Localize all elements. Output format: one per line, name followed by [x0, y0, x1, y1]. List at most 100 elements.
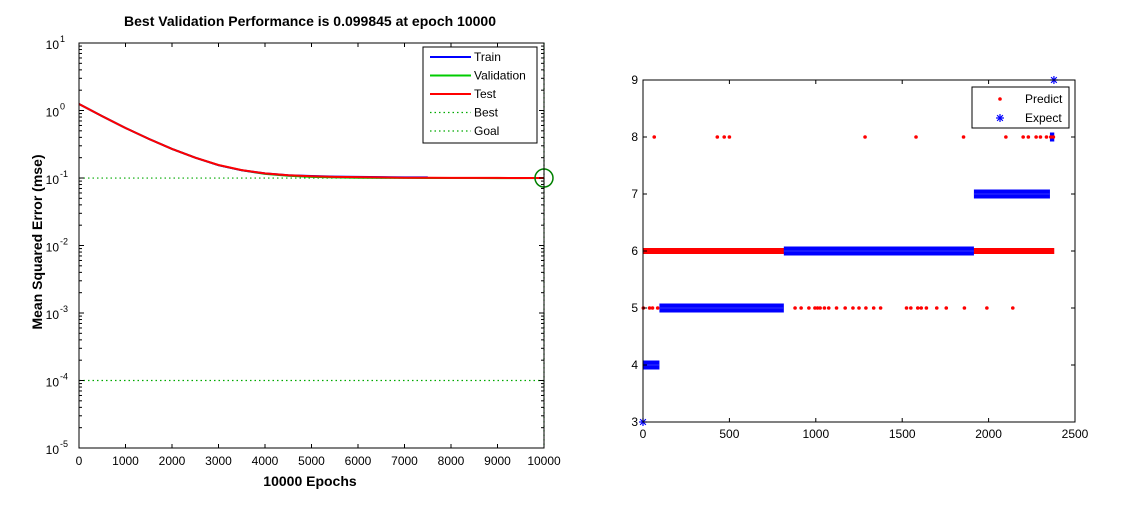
chart2-y-tick-label: 7	[631, 187, 638, 201]
chart1-y-tick-exponent: -1	[60, 169, 68, 179]
chart1-y-tick-exponent: 1	[60, 34, 65, 44]
chart1-legend-label-goal: Goal	[474, 124, 499, 138]
chart2-predict-point	[650, 306, 655, 310]
chart2-y-tick-label: 4	[631, 358, 638, 372]
chart2-y-tick-label: 6	[631, 244, 638, 258]
chart2-predict-point	[914, 135, 918, 139]
chart2-series	[639, 76, 1058, 426]
chart2-predict-point	[652, 135, 657, 139]
performance-chart: Best Validation Performance is 0.099845 …	[29, 13, 561, 489]
chart2-x-ticks: 0 500 1000 1500 2000 2500	[640, 80, 1089, 441]
chart1-y-tick-exponent: -5	[60, 439, 68, 449]
chart1-x-axis-label: 10000 Epochs	[263, 473, 357, 489]
chart1-legend-label-train: Train	[474, 50, 501, 64]
chart2-predict-point	[815, 306, 820, 310]
chart2-legend-swatch-expect	[996, 114, 1004, 122]
chart2-x-tick-label: 500	[719, 427, 739, 441]
chart2-predict-point	[1044, 135, 1049, 139]
chart1-y-tick-label: 10	[46, 376, 60, 390]
chart2-predict-point	[919, 306, 924, 310]
chart2-predict-point	[863, 135, 867, 139]
chart2-x-tick-label: 1000	[802, 427, 829, 441]
chart2-predict-point	[961, 135, 966, 139]
chart2-predict-point	[1010, 306, 1015, 310]
chart2-predict-point	[715, 135, 720, 139]
chart1-legend-label-best: Best	[474, 106, 499, 120]
chart1-legend-items: Train Validation Test Best Goal	[430, 50, 526, 138]
chart2-legend-box	[971, 86, 1070, 129]
prediction-chart: 0 500 1000 1500 2000 2500 3 4 5 6 7 8 9 Predict Expe…	[631, 73, 1088, 441]
chart1-x-tick-label: 6000	[345, 454, 372, 468]
chart2-legend-swatch-predict	[998, 97, 1002, 101]
chart2-y-tick-label: 3	[631, 415, 638, 429]
chart2-predict-point	[799, 306, 803, 310]
chart1-x-tick-label: 1000	[112, 454, 139, 468]
chart2-predict-point	[1051, 135, 1056, 139]
chart1-y-tick-exponent: -2	[60, 237, 68, 247]
chart2-predict-point	[851, 306, 855, 310]
chart1-y-tick-exponent: -3	[60, 304, 68, 314]
chart1-y-tick-label: 10	[46, 38, 60, 52]
chart2-x-tick-label: 0	[640, 427, 647, 441]
chart1-x-tick-label: 5000	[298, 454, 325, 468]
chart2-predict-point	[834, 306, 839, 310]
chart1-x-tick-label: 7000	[391, 454, 418, 468]
chart1-y-tick-label: 10	[46, 443, 60, 457]
chart1-title: Best Validation Performance is 0.099845 …	[124, 13, 496, 29]
chart2-legend-label-predict: Predict	[1025, 92, 1063, 106]
chart2-predict-point	[1026, 135, 1031, 139]
chart1-legend-label-validation: Validation	[474, 69, 526, 83]
chart1-y-tick-label: 10	[46, 106, 60, 120]
chart2-predict-point	[985, 306, 989, 310]
chart2-legend: Predict Expect	[971, 86, 1070, 129]
chart2-predict-point	[904, 306, 909, 310]
chart2-predict-point	[1004, 135, 1008, 139]
chart2-predict-point	[924, 306, 929, 310]
chart2-predict-point	[878, 306, 883, 310]
chart2-expect-star-stroke	[996, 114, 1004, 122]
chart1-x-ticks: 0 1000 2000 3000 4000 5000 6000 7000 8000 9000 100…	[76, 43, 561, 468]
chart2-predict-point	[722, 135, 727, 139]
chart1-x-tick-label: 2000	[159, 454, 186, 468]
chart2-predict-point	[813, 306, 817, 310]
chart1-x-tick-label: 4000	[252, 454, 279, 468]
chart1-y-axis-label: Mean Squared Error (mse)	[29, 154, 45, 329]
chart1-y-tick-exponent: 0	[60, 102, 65, 112]
chart2-predict-point	[864, 306, 868, 310]
chart2-predict-point	[1034, 135, 1038, 139]
chart1-x-tick-label: 9000	[484, 454, 511, 468]
chart1-x-tick-label: 3000	[205, 454, 232, 468]
chart2-predict-point	[857, 306, 861, 310]
chart2-predict-point	[826, 306, 831, 310]
chart2-legend-items: Predict Expect	[996, 92, 1063, 125]
chart1-series	[78, 103, 545, 180]
chart1-legend: Train Validation Test Best Goal	[422, 46, 538, 144]
chart2-predict-point	[793, 306, 797, 310]
chart2-y-tick-label: 9	[631, 73, 638, 87]
chart2-predict-point	[1049, 135, 1053, 139]
chart2-predict-point	[962, 306, 967, 310]
chart1-series-test-line	[78, 103, 544, 179]
chart2-predict-point	[909, 306, 913, 310]
chart2-predict-point	[807, 306, 811, 310]
chart2-predict-point	[655, 306, 660, 310]
chart2-predict-point	[944, 306, 949, 310]
chart2-y-tick-label: 8	[631, 130, 638, 144]
chart1-y-tick-label: 10	[46, 173, 60, 187]
chart1-x-tick-label: 10000	[527, 454, 561, 468]
chart2-predict-point	[727, 135, 732, 139]
chart1-x-tick-label: 0	[76, 454, 83, 468]
chart2-y-tick-label: 5	[631, 301, 638, 315]
chart2-predict-point	[934, 306, 939, 310]
chart1-x-tick-label: 8000	[438, 454, 465, 468]
chart2-predict-point	[1021, 135, 1025, 139]
chart1-y-tick-label: 10	[46, 308, 60, 322]
chart2-predict-point	[915, 306, 920, 310]
chart2-legend-label-expect: Expect	[1025, 111, 1062, 125]
chart2-x-tick-label: 1500	[889, 427, 916, 441]
chart2-predict-point	[818, 306, 822, 310]
chart2-x-tick-label: 2000	[975, 427, 1002, 441]
